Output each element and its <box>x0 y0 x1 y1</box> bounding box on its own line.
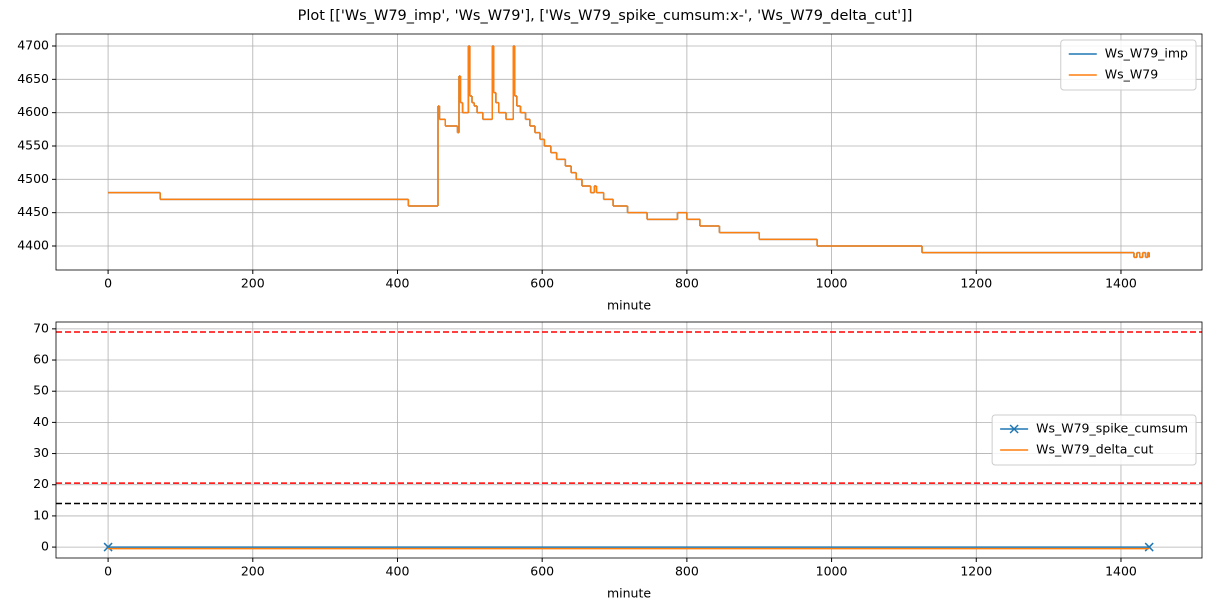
x-tick-label: 1400 <box>1105 564 1137 579</box>
y-tick-label: 4600 <box>17 104 49 119</box>
x-tick-label: 800 <box>675 276 699 291</box>
axes: 0 200 400 600 800 1000 1200 1400 0 10 20 30 40 50 60 70… <box>33 320 1203 601</box>
legend-label: Ws_W79_imp <box>1105 46 1188 61</box>
y-tick-label: 70 <box>33 320 49 335</box>
plot-frame <box>55 33 1203 271</box>
legend-label: Ws_W79_spike_cumsum <box>1036 421 1188 436</box>
legend: Ws_W79_spike_cumsum Ws_W79_delta_cut <box>991 414 1197 466</box>
y-tick-label: 4650 <box>17 71 49 86</box>
x-tick-label: 1200 <box>960 276 992 291</box>
y-tick-label: 4550 <box>17 138 49 153</box>
figure-title: Plot [['Ws_W79_imp', 'Ws_W79'], ['Ws_W79… <box>298 8 913 24</box>
legend: Ws_W79_imp Ws_W79 <box>1060 39 1197 91</box>
x-tick-label: 400 <box>386 276 410 291</box>
x-tick-label: 600 <box>530 276 554 291</box>
x-tick-label: 600 <box>530 564 554 579</box>
x-tick-label: 1000 <box>816 564 848 579</box>
y-tick-label: 50 <box>33 383 49 398</box>
legend-label: Ws_W79 <box>1105 67 1158 82</box>
x-tick-label: 1400 <box>1105 276 1137 291</box>
x-tick-label: 1000 <box>816 276 848 291</box>
y-tick-label: 0 <box>41 539 49 554</box>
y-tick-label: 4450 <box>17 204 49 219</box>
y-tick-label: 4700 <box>17 38 49 53</box>
y-tick-label: 30 <box>33 445 49 460</box>
marker <box>103 542 113 552</box>
legend-box <box>991 414 1197 466</box>
x-tick-label: 1200 <box>960 564 992 579</box>
y-tick-label: 10 <box>33 507 49 522</box>
x-tick-label: 800 <box>675 564 699 579</box>
legend-label: Ws_W79_delta_cut <box>1036 442 1153 457</box>
legend-marker <box>1009 424 1019 434</box>
x-tick-label: 200 <box>241 276 265 291</box>
y-tick-label: 4400 <box>17 238 49 253</box>
legend-box <box>1060 39 1197 91</box>
plot-frame <box>55 321 1203 559</box>
x-tick-label: 200 <box>241 564 265 579</box>
x-tick-label: 400 <box>386 564 410 579</box>
marker <box>1144 542 1154 552</box>
x-tick-label: 0 <box>104 564 112 579</box>
x-axis-label: minute <box>607 298 651 313</box>
axes: 0 200 400 600 800 1000 1200 1400 4400 4450 4500 455… <box>17 33 1203 313</box>
x-tick-label: 0 <box>104 276 112 291</box>
y-tick-label: 4500 <box>17 171 49 186</box>
y-tick-label: 40 <box>33 414 49 429</box>
y-tick-label: 60 <box>33 352 49 367</box>
x-axis-label: minute <box>607 586 651 601</box>
y-tick-label: 20 <box>33 476 49 491</box>
